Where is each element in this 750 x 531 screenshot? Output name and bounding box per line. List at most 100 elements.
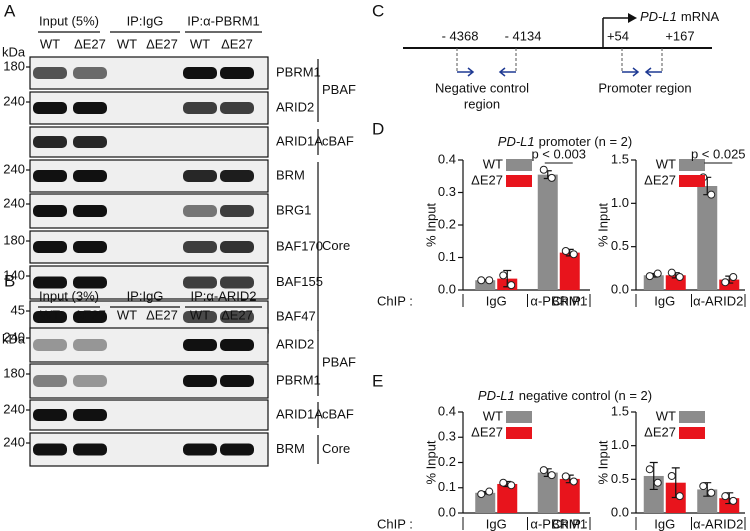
replicate-point: [561, 247, 570, 255]
replicate-point: [561, 472, 570, 481]
title-rest: negative control (n = 2): [519, 388, 652, 403]
protein-label: BRG1: [276, 202, 311, 217]
blot-band: [33, 375, 67, 387]
lane-group-label: IP:IgG: [127, 13, 164, 28]
lane-label: ΔE27: [74, 307, 106, 322]
protein-label: ARID1A: [276, 133, 323, 148]
lane-label: WT: [190, 36, 210, 51]
y-tick-label: 0.2: [438, 216, 456, 231]
x-tick-label: IgG: [486, 293, 507, 308]
replicate-point: [675, 273, 684, 281]
replicate-point: [721, 492, 730, 501]
y-tick-label: 0.0: [611, 281, 629, 296]
x-tick-label: α-ARID2: [693, 516, 743, 531]
replicate-point: [499, 478, 508, 487]
lane-group-label: Input (3%): [39, 288, 99, 303]
x-axis-label: ChIP :: [552, 516, 588, 531]
primer-arrow: [644, 67, 662, 77]
protein-label: ARID2: [276, 336, 314, 351]
panel-letter: A: [4, 1, 16, 20]
lane-group-label: Input (5%): [39, 13, 99, 28]
protein-label: BAF155: [276, 274, 323, 289]
replicate-point: [547, 471, 556, 480]
complex-label: Core: [322, 238, 350, 253]
protein-label: PBRM1: [276, 372, 321, 387]
lane-label: WT: [117, 307, 137, 322]
blot: [29, 91, 269, 125]
region-label: Negative control: [435, 80, 529, 95]
lane-group-label: IP:α-PBRM1: [187, 13, 260, 28]
kda-marker: 140: [3, 267, 25, 282]
blot-band: [33, 67, 67, 79]
legend-label: WT: [656, 408, 676, 423]
replicate-point: [507, 281, 516, 290]
x-tick-label: IgG: [654, 293, 675, 308]
blot-band: [220, 67, 254, 79]
blot-band: [33, 409, 67, 421]
legend-swatch: [506, 175, 532, 187]
gene-name: PD-L1: [640, 9, 677, 24]
primer-arrow: [622, 67, 640, 77]
y-tick-label: 0.0: [611, 504, 629, 519]
kda-marker: 240: [3, 195, 25, 210]
error-bar: [649, 461, 658, 491]
y-tick-label: 0.4: [438, 151, 456, 166]
blot-band: [220, 443, 254, 456]
blot-band: [183, 375, 217, 387]
blot: [29, 159, 269, 193]
panel-letter: D: [372, 119, 384, 138]
legend-swatch: [679, 175, 705, 187]
replicate-point: [653, 269, 662, 278]
region-label: Promoter region: [598, 80, 691, 95]
position-label: +54: [607, 28, 629, 43]
blot-band: [73, 311, 107, 323]
kda-marker: 240: [3, 434, 25, 449]
y-tick-label: 1.5: [611, 151, 629, 166]
lane-label: ΔE27: [74, 36, 106, 51]
y-axis-label: % Input: [595, 440, 610, 484]
position-label: +167: [665, 28, 694, 43]
blot: [29, 126, 269, 158]
y-tick-label: 0.0: [438, 281, 456, 296]
complex-label: cBAF: [322, 133, 354, 148]
blot: [29, 265, 269, 300]
chart-title: PD-L1 negative control (n = 2): [478, 388, 652, 403]
region-label: region: [464, 96, 500, 111]
kda-marker: 180: [3, 365, 25, 380]
legend-label: WT: [483, 408, 503, 423]
protein-label: PBRM1: [276, 64, 321, 79]
blot-band: [220, 339, 254, 351]
kda-label: kDa: [2, 331, 26, 346]
replicate-point: [547, 173, 556, 182]
replicate-point: [477, 490, 486, 499]
title-rest: promoter (n = 2): [539, 134, 633, 149]
blot-band: [220, 276, 254, 289]
gene-label: PD-L1 mRNA: [640, 9, 719, 24]
legend-swatch: [679, 427, 705, 439]
bar: [475, 280, 496, 290]
replicate-point: [721, 278, 730, 287]
kda-marker: 240: [3, 161, 25, 176]
x-axis-label: ChIP :: [552, 293, 588, 308]
blot-band: [33, 102, 67, 114]
complex-label: PBAF: [322, 354, 356, 369]
blot-band: [73, 443, 107, 456]
primer-arrow: [498, 67, 516, 77]
blot-band: [183, 276, 217, 289]
bar: [537, 472, 558, 513]
kda-marker: 240: [3, 93, 25, 108]
replicate-point: [729, 273, 738, 281]
lane-label: ΔE27: [221, 36, 253, 51]
y-tick-label: 0.0: [438, 504, 456, 519]
blot-band: [73, 102, 107, 114]
legend-swatch: [506, 427, 532, 439]
blot-band: [220, 102, 254, 114]
replicate-point: [707, 488, 716, 497]
lane-label: WT: [190, 307, 210, 322]
protein-label: BRM: [276, 167, 305, 182]
blot-band: [183, 443, 217, 456]
blot: [29, 432, 269, 467]
blot: [29, 399, 269, 431]
replicate-point: [477, 276, 486, 285]
